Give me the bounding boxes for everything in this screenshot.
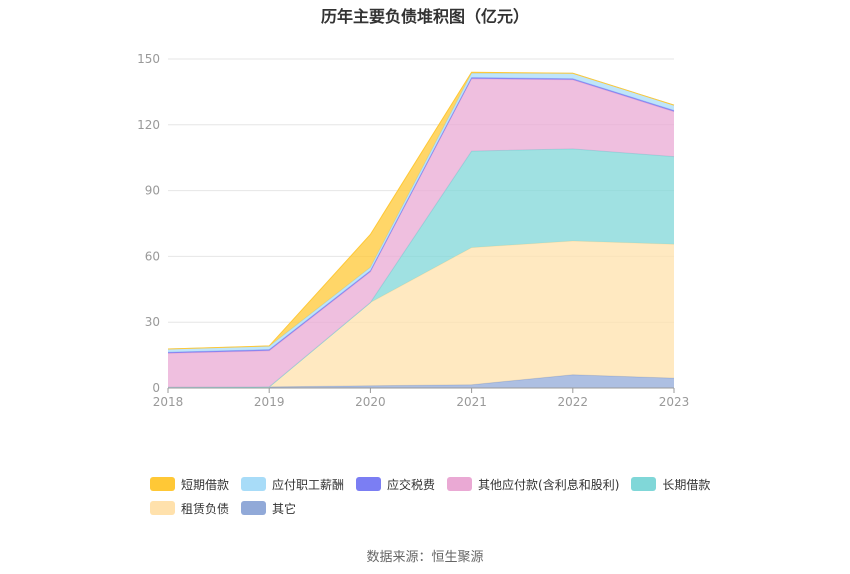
legend-row: 短期借款 应付职工薪酬 应交税费 其他应付款(含利息和股利) 长期借款	[150, 472, 750, 496]
legend-label: 租赁负债	[181, 500, 229, 517]
legend-item[interactable]: 其它	[241, 500, 296, 517]
legend-label: 应交税费	[387, 476, 435, 493]
legend-swatch	[631, 477, 656, 491]
x-tick-label: 2023	[659, 395, 690, 409]
y-tick-label: 120	[137, 118, 160, 132]
x-tick-label: 2018	[153, 395, 184, 409]
y-tick-label: 90	[145, 184, 160, 198]
legend-label: 其他应付款(含利息和股利)	[478, 476, 619, 493]
legend-label: 其它	[272, 500, 296, 517]
legend-item[interactable]: 长期借款	[631, 476, 710, 493]
legend-swatch	[356, 477, 381, 491]
legend-swatch	[241, 477, 266, 491]
stacked-area-chart: 0 30 60 90 120 150 2018 2019 2020 2021 2022 2023	[0, 0, 850, 470]
legend-swatch	[150, 477, 175, 491]
x-tick-label: 2021	[456, 395, 487, 409]
y-tick-label: 0	[152, 381, 160, 395]
legend-label: 短期借款	[181, 476, 229, 493]
y-tick-label: 150	[137, 52, 160, 66]
y-tick-label: 30	[145, 315, 160, 329]
legend-item[interactable]: 应交税费	[356, 476, 435, 493]
legend-swatch	[150, 501, 175, 515]
x-tick-label: 2020	[355, 395, 386, 409]
x-tick-label: 2022	[558, 395, 589, 409]
x-tick-label: 2019	[254, 395, 285, 409]
legend-label: 长期借款	[662, 476, 710, 493]
chart-legend: 短期借款 应付职工薪酬 应交税费 其他应付款(含利息和股利) 长期借款租赁负债 其它	[150, 472, 750, 520]
legend-item[interactable]: 其他应付款(含利息和股利)	[447, 476, 619, 493]
legend-row: 租赁负债 其它	[150, 496, 750, 520]
legend-swatch	[241, 501, 266, 515]
y-tick-label: 60	[145, 249, 160, 263]
legend-item[interactable]: 应付职工薪酬	[241, 476, 344, 493]
legend-swatch	[447, 477, 472, 491]
data-source-note: 数据来源：恒生聚源	[0, 546, 850, 565]
legend-item[interactable]: 短期借款	[150, 476, 229, 493]
legend-item[interactable]: 租赁负债	[150, 500, 229, 517]
legend-label: 应付职工薪酬	[272, 476, 344, 493]
